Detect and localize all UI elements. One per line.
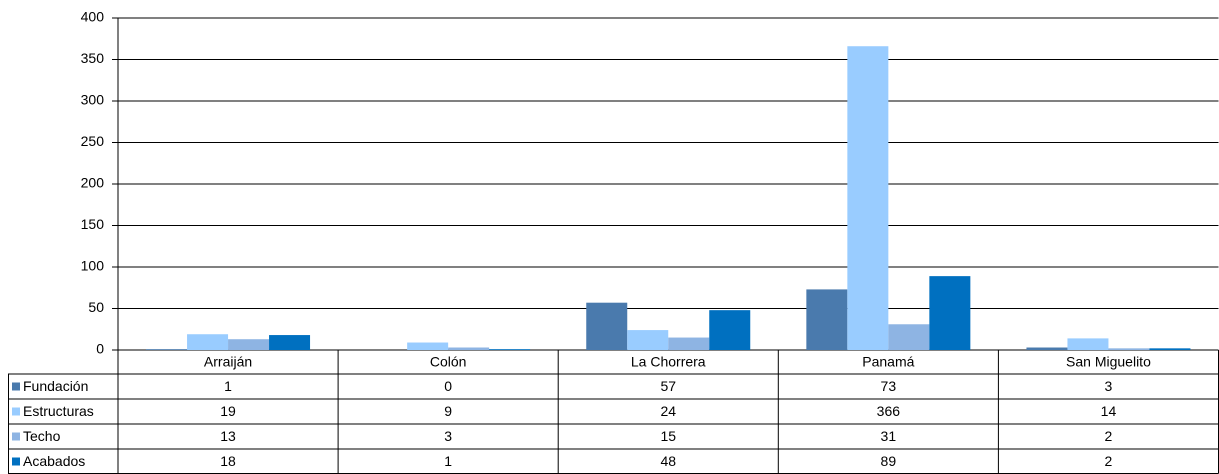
bar (847, 46, 889, 350)
table-value: 15 (660, 428, 676, 444)
table-value: 13 (220, 428, 236, 444)
y-tick-label: 300 (81, 92, 105, 108)
y-tick-label: 400 (81, 9, 105, 25)
y-tick-label: 150 (81, 216, 105, 232)
legend-swatch (12, 407, 20, 416)
bar (1067, 338, 1109, 350)
table-value: 14 (1101, 403, 1117, 419)
table-value: 2 (1105, 428, 1113, 444)
legend-swatch (12, 457, 20, 466)
bar (709, 310, 751, 350)
bar (806, 289, 848, 350)
y-tick-label: 50 (88, 299, 104, 315)
table-value: 18 (220, 453, 236, 469)
x-tick-label: San Miguelito (1066, 354, 1151, 370)
table-value: 31 (881, 428, 897, 444)
legend-label: Acabados (23, 453, 85, 469)
bar (1149, 348, 1191, 350)
table-value: 9 (444, 403, 452, 419)
table-value: 3 (444, 428, 452, 444)
bar (489, 349, 531, 350)
x-tick-label: Colón (430, 354, 467, 370)
bar (407, 342, 449, 350)
legend-label: Techo (23, 428, 61, 444)
bar (668, 337, 710, 350)
y-tick-label: 100 (81, 258, 105, 274)
bar (1108, 348, 1150, 350)
legend-swatch (12, 432, 20, 441)
x-tick-label: Panamá (862, 354, 914, 370)
bar (187, 334, 229, 350)
y-tick-label: 250 (81, 133, 105, 149)
x-tick-label: La Chorrera (631, 354, 706, 370)
table-value: 57 (660, 378, 676, 394)
bar (146, 349, 188, 350)
y-tick-label: 200 (81, 175, 105, 191)
bar (586, 302, 628, 350)
table-value: 19 (220, 403, 236, 419)
legend-label: Fundación (23, 378, 88, 394)
bar (228, 339, 270, 350)
table-value: 24 (660, 403, 676, 419)
table-value: 1 (444, 453, 452, 469)
table-value: 48 (660, 453, 676, 469)
table-value: 73 (881, 378, 897, 394)
table-value: 89 (881, 453, 897, 469)
bar (448, 347, 490, 350)
y-tick-label: 0 (96, 341, 104, 357)
legend-swatch (12, 382, 20, 391)
bar (269, 335, 311, 350)
bar (888, 324, 930, 350)
bar (929, 276, 971, 350)
table-value: 3 (1105, 378, 1113, 394)
bar (627, 330, 669, 350)
table-value: 2 (1105, 453, 1113, 469)
x-tick-label: Arraiján (204, 354, 252, 370)
table-value: 0 (444, 378, 452, 394)
bar (1026, 347, 1068, 350)
legend-label: Estructuras (23, 403, 94, 419)
table-value: 1 (224, 378, 232, 394)
y-tick-label: 350 (81, 50, 105, 66)
table-value: 366 (877, 403, 901, 419)
